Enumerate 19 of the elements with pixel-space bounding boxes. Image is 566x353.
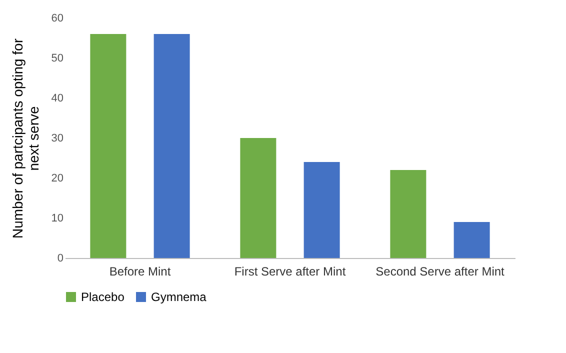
bar	[454, 222, 490, 258]
x-tick-label: First Serve after Mint	[234, 264, 346, 278]
bar	[390, 170, 426, 258]
y-tick-label: 20	[51, 172, 64, 184]
y-axis-title: Number of partcipants opting for next serve	[9, 38, 42, 238]
y-tick-label: 0	[57, 252, 64, 264]
bar	[90, 34, 126, 258]
y-tick-label: 60	[51, 12, 64, 24]
y-tick-label: 50	[51, 52, 64, 64]
legend-label: Gymnema	[151, 290, 207, 304]
legend-label: Placebo	[81, 290, 125, 304]
x-tick-label: Before Mint	[109, 264, 172, 278]
y-tick-label: 40	[51, 92, 64, 104]
bar	[240, 138, 276, 258]
y-tick-label: 30	[51, 132, 64, 144]
bar	[154, 34, 190, 258]
y-tick-label: 10	[51, 212, 64, 224]
bar	[304, 162, 340, 258]
x-tick-label: Second Serve after Mint	[376, 264, 506, 278]
